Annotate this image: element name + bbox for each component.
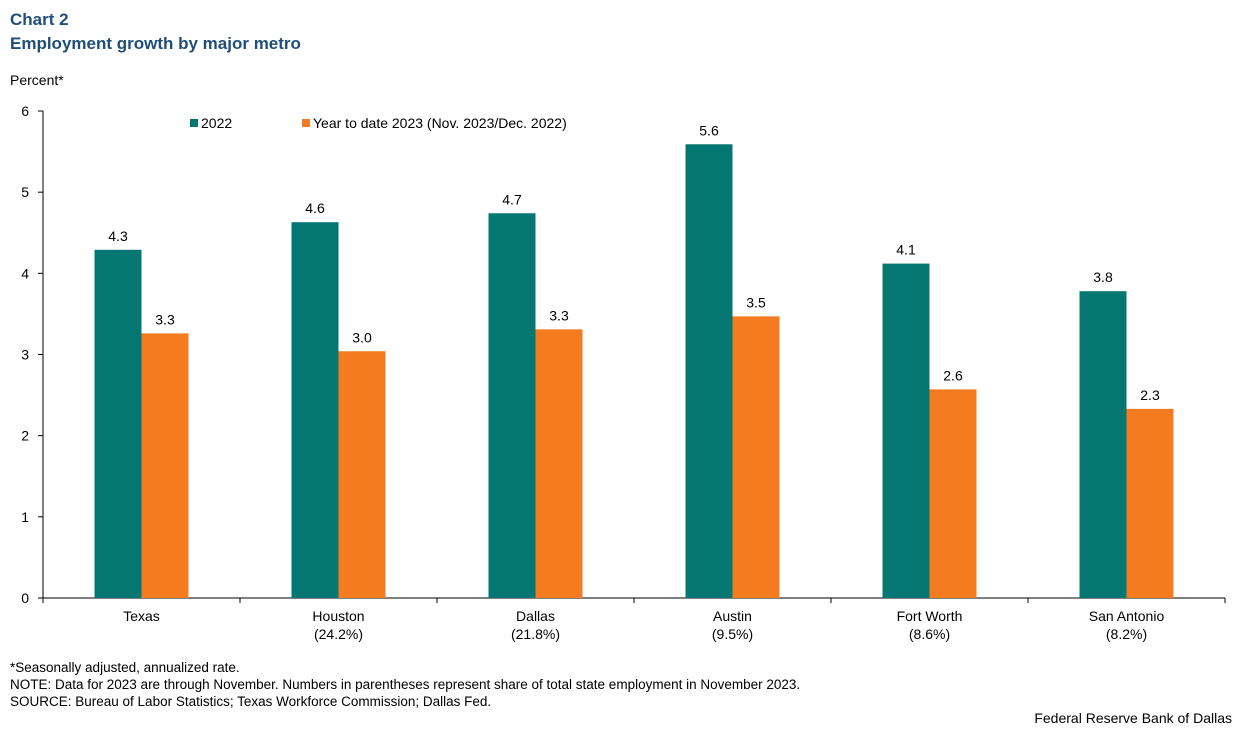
legend-label: Year to date 2023 (Nov. 2023/Dec. 2022) — [313, 115, 567, 131]
bar-2022 — [488, 213, 536, 598]
y-tick-label: 3 — [21, 347, 29, 363]
x-tick-label: Houston — [312, 608, 364, 624]
data-label: 3.0 — [352, 329, 372, 345]
data-label: 3.3 — [155, 311, 175, 327]
bar-2022 — [685, 144, 733, 599]
legend-label: 2022 — [201, 115, 232, 131]
footnotes: *Seasonally adjusted, annualized rate. N… — [10, 659, 800, 710]
y-tick-label: 2 — [21, 428, 29, 444]
bar-2022 — [94, 249, 142, 599]
bar-2022 — [291, 222, 339, 598]
y-tick-label: 5 — [21, 184, 29, 200]
y-tick-label: 0 — [21, 590, 29, 606]
legend-swatch — [302, 119, 310, 127]
data-label: 5.6 — [699, 122, 719, 138]
chart-title: Employment growth by major metro — [10, 34, 301, 53]
x-tick-label: San Antonio — [1089, 608, 1165, 624]
bar-2022 — [882, 263, 930, 598]
legend-swatch — [190, 119, 198, 127]
x-tick-label: Dallas — [516, 608, 555, 624]
y-axis-label: Percent* — [10, 72, 64, 88]
footnote-source: SOURCE: Bureau of Labor Statistics; Texa… — [10, 694, 492, 709]
data-label: 4.6 — [305, 200, 325, 216]
data-label: 3.5 — [746, 294, 766, 310]
x-tick-label: Fort Worth — [897, 608, 963, 624]
bar-2022 — [1079, 291, 1127, 598]
data-label: 2.6 — [943, 367, 963, 383]
source-credit: Federal Reserve Bank of Dallas — [1034, 710, 1232, 726]
x-tick-share-label: (8.6%) — [909, 626, 950, 642]
footnote-rate: *Seasonally adjusted, annualized rate. — [10, 660, 240, 675]
bar-ytd-2023 — [338, 351, 386, 598]
bar-ytd-2023 — [929, 389, 977, 598]
data-label: 3.3 — [549, 307, 569, 323]
x-tick-share-label: (24.2%) — [314, 626, 363, 642]
footnote-note: NOTE: Data for 2023 are through November… — [10, 677, 801, 692]
data-label: 3.8 — [1093, 269, 1113, 285]
bar-ytd-2023 — [1126, 408, 1174, 598]
data-label: 4.3 — [108, 228, 128, 244]
x-tick-share-label: (8.2%) — [1106, 626, 1147, 642]
data-label: 2.3 — [1140, 387, 1160, 403]
x-tick-share-label: (21.8%) — [511, 626, 560, 642]
y-tick-label: 6 — [21, 103, 29, 119]
y-tick-label: 4 — [21, 265, 29, 281]
bar-ytd-2023 — [141, 333, 189, 598]
data-label: 4.7 — [502, 191, 522, 207]
bar-chart: 0 1 2 3 4 5 6 4.3 4.6 4.7 5.6 4.1 3.8 3.3 3.0 3.3 3.5 2.6… — [21, 103, 1226, 642]
bar-ytd-2023 — [535, 329, 583, 598]
chart-label: Chart 2 — [10, 10, 69, 29]
x-tick-label: Texas — [123, 608, 160, 624]
x-tick-label: Austin — [713, 608, 752, 624]
y-tick-label: 1 — [21, 509, 29, 525]
bar-ytd-2023 — [732, 316, 780, 598]
x-tick-share-label: (9.5%) — [712, 626, 753, 642]
data-label: 4.1 — [896, 242, 916, 258]
